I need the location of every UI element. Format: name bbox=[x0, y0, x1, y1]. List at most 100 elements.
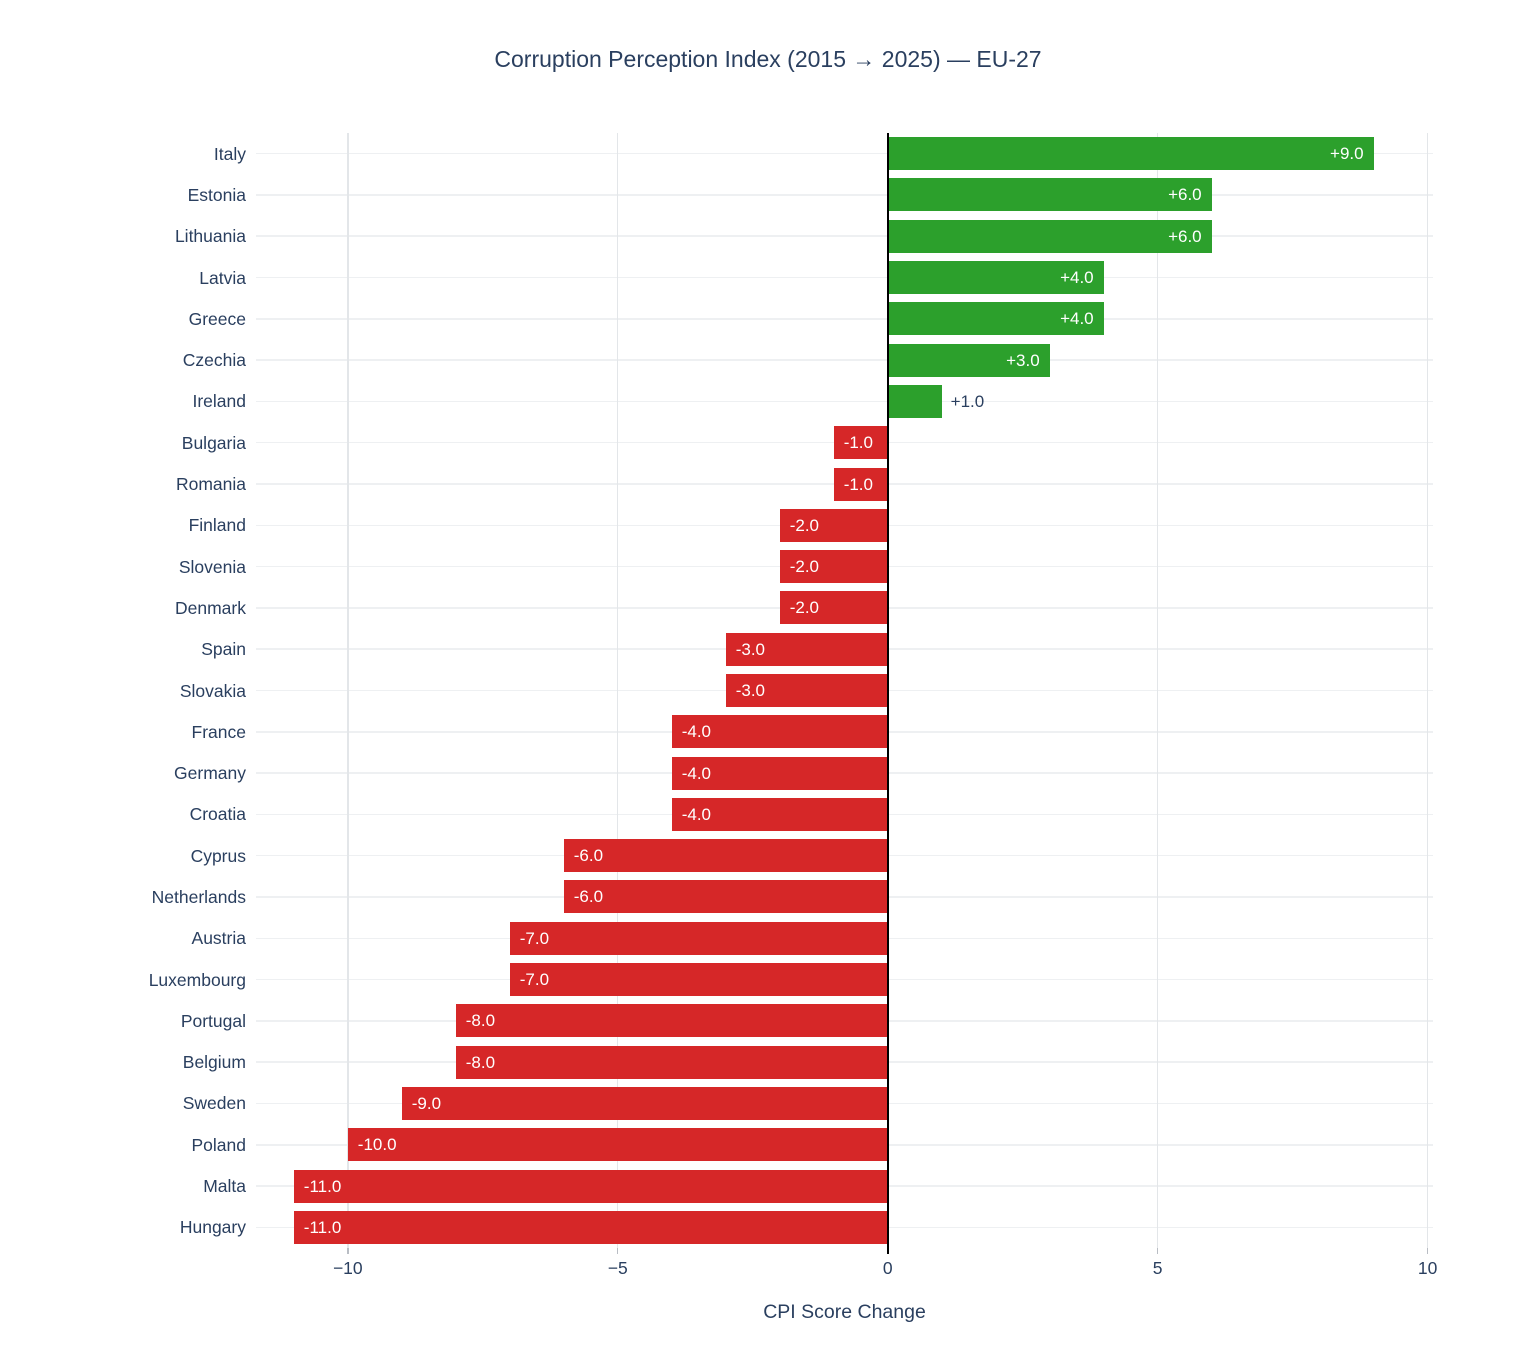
x-tick-label: 5 bbox=[1152, 1258, 1163, 1278]
bar-netherlands bbox=[563, 880, 888, 914]
y-label-sweden: Sweden bbox=[182, 1093, 246, 1114]
h-gridline bbox=[256, 152, 1433, 155]
h-gridline bbox=[256, 318, 1433, 320]
h-gridline bbox=[256, 400, 1433, 403]
y-label-germany: Germany bbox=[174, 763, 246, 784]
bar-value-label: +1.0 bbox=[950, 391, 985, 411]
bar-value-label: -1.0 bbox=[843, 474, 873, 494]
bar-value-label: +6.0 bbox=[1168, 226, 1202, 246]
bar-value-label: -1.0 bbox=[843, 433, 873, 453]
bar-value-label: -2.0 bbox=[789, 598, 819, 618]
bar-value-label: -6.0 bbox=[573, 846, 604, 866]
v-gridline bbox=[1156, 133, 1159, 1248]
y-label-portugal: Portugal bbox=[180, 1010, 246, 1031]
y-label-italy: Italy bbox=[213, 143, 246, 164]
y-label-finland: Finland bbox=[188, 515, 246, 536]
y-label-ireland: Ireland bbox=[192, 391, 246, 412]
y-label-spain: Spain bbox=[201, 639, 246, 660]
bar-value-label: +4.0 bbox=[1060, 309, 1094, 329]
bar-value-label: -6.0 bbox=[573, 887, 604, 907]
y-label-luxembourg: Luxembourg bbox=[148, 969, 246, 990]
bar-estonia bbox=[887, 178, 1212, 212]
bar-value-label: -7.0 bbox=[519, 970, 550, 990]
v-gridline bbox=[1426, 133, 1429, 1248]
bar-austria bbox=[509, 921, 888, 955]
bar-ireland bbox=[887, 384, 942, 418]
y-label-slovenia: Slovenia bbox=[178, 556, 246, 577]
bar-value-label: -9.0 bbox=[411, 1093, 442, 1113]
y-label-romania: Romania bbox=[175, 474, 246, 495]
bar-croatia bbox=[671, 797, 888, 831]
y-label-netherlands: Netherlands bbox=[151, 886, 246, 907]
bar-latvia bbox=[887, 261, 1104, 295]
bar-value-label: -2.0 bbox=[789, 557, 819, 577]
y-label-poland: Poland bbox=[191, 1134, 247, 1155]
y-label-austria: Austria bbox=[191, 928, 246, 949]
y-label-hungary: Hungary bbox=[179, 1217, 246, 1238]
bar-lithuania bbox=[887, 219, 1212, 253]
bar-slovenia bbox=[779, 550, 888, 584]
bar-romania bbox=[833, 467, 888, 501]
bar-value-label: -7.0 bbox=[519, 928, 550, 948]
h-gridline bbox=[256, 359, 1433, 361]
bar-greece bbox=[887, 302, 1104, 336]
bar-value-label: -8.0 bbox=[465, 1011, 496, 1031]
bar-value-label: +3.0 bbox=[1006, 350, 1040, 370]
y-label-cyprus: Cyprus bbox=[190, 845, 246, 866]
bar-value-label: -2.0 bbox=[789, 515, 819, 535]
bar-france bbox=[671, 715, 888, 749]
x-tick-mark bbox=[1426, 1248, 1429, 1254]
x-tick-mark bbox=[347, 1248, 349, 1254]
bar-bulgaria bbox=[833, 426, 888, 460]
x-tick-label: −5 bbox=[607, 1258, 628, 1278]
h-gridline bbox=[256, 235, 1433, 237]
y-label-greece: Greece bbox=[188, 308, 246, 329]
plot-area: +9.0 +6.0 +6.0 +4.0 +4.0 +3.0 +1.0 -1.0 -1.0 -2.0… bbox=[256, 133, 1433, 1254]
bar-value-label: -11.0 bbox=[303, 1217, 342, 1237]
x-tick-label: −10 bbox=[332, 1258, 363, 1278]
bar-italy bbox=[887, 137, 1374, 171]
bar-value-label: +9.0 bbox=[1330, 144, 1364, 164]
y-label-czechia: Czechia bbox=[182, 350, 246, 371]
bar-value-label: -4.0 bbox=[681, 722, 712, 742]
bar-value-label: +6.0 bbox=[1168, 185, 1202, 205]
y-label-latvia: Latvia bbox=[199, 267, 246, 288]
x-tick-mark bbox=[616, 1248, 619, 1254]
bar-slovakia bbox=[725, 674, 888, 707]
bar-value-label: -4.0 bbox=[681, 804, 712, 824]
bar-value-label: +4.0 bbox=[1060, 268, 1094, 288]
x-tick-mark bbox=[1156, 1248, 1159, 1254]
bar-portugal bbox=[455, 1004, 888, 1038]
x-tick-label: 10 bbox=[1417, 1258, 1438, 1278]
bar-value-label: -8.0 bbox=[465, 1052, 496, 1072]
bar-value-label: -11.0 bbox=[303, 1176, 342, 1196]
y-label-denmark: Denmark bbox=[175, 597, 246, 618]
h-gridline bbox=[256, 276, 1433, 279]
bar-sweden bbox=[401, 1086, 888, 1120]
y-label-bulgaria: Bulgaria bbox=[181, 432, 246, 453]
bar-value-label: -3.0 bbox=[735, 639, 766, 659]
y-label-croatia: Croatia bbox=[189, 804, 246, 825]
bar-value-label: -3.0 bbox=[735, 681, 766, 700]
y-label-lithuania: Lithuania bbox=[174, 226, 246, 247]
bar-germany bbox=[671, 756, 888, 790]
bar-malta bbox=[293, 1169, 888, 1203]
y-label-belgium: Belgium bbox=[182, 1052, 246, 1073]
v-gridline bbox=[616, 133, 619, 1248]
bar-poland bbox=[347, 1128, 888, 1162]
bar-finland bbox=[779, 508, 888, 542]
y-label-slovakia: Slovakia bbox=[179, 680, 246, 701]
bar-belgium bbox=[455, 1045, 888, 1079]
bar-luxembourg bbox=[509, 963, 888, 997]
h-gridline bbox=[256, 194, 1433, 196]
bar-spain bbox=[725, 632, 888, 666]
bar-hungary bbox=[293, 1210, 888, 1244]
bar-value-label: -4.0 bbox=[681, 763, 712, 783]
x-tick-label: 0 bbox=[882, 1258, 893, 1278]
chart-title: Corruption Perception Index (2015 → 2025… bbox=[494, 46, 1042, 72]
x-axis-title: CPI Score Change bbox=[763, 1301, 926, 1323]
bar-czechia bbox=[887, 343, 1050, 377]
y-label-malta: Malta bbox=[203, 1176, 246, 1197]
bar-denmark bbox=[779, 591, 888, 625]
